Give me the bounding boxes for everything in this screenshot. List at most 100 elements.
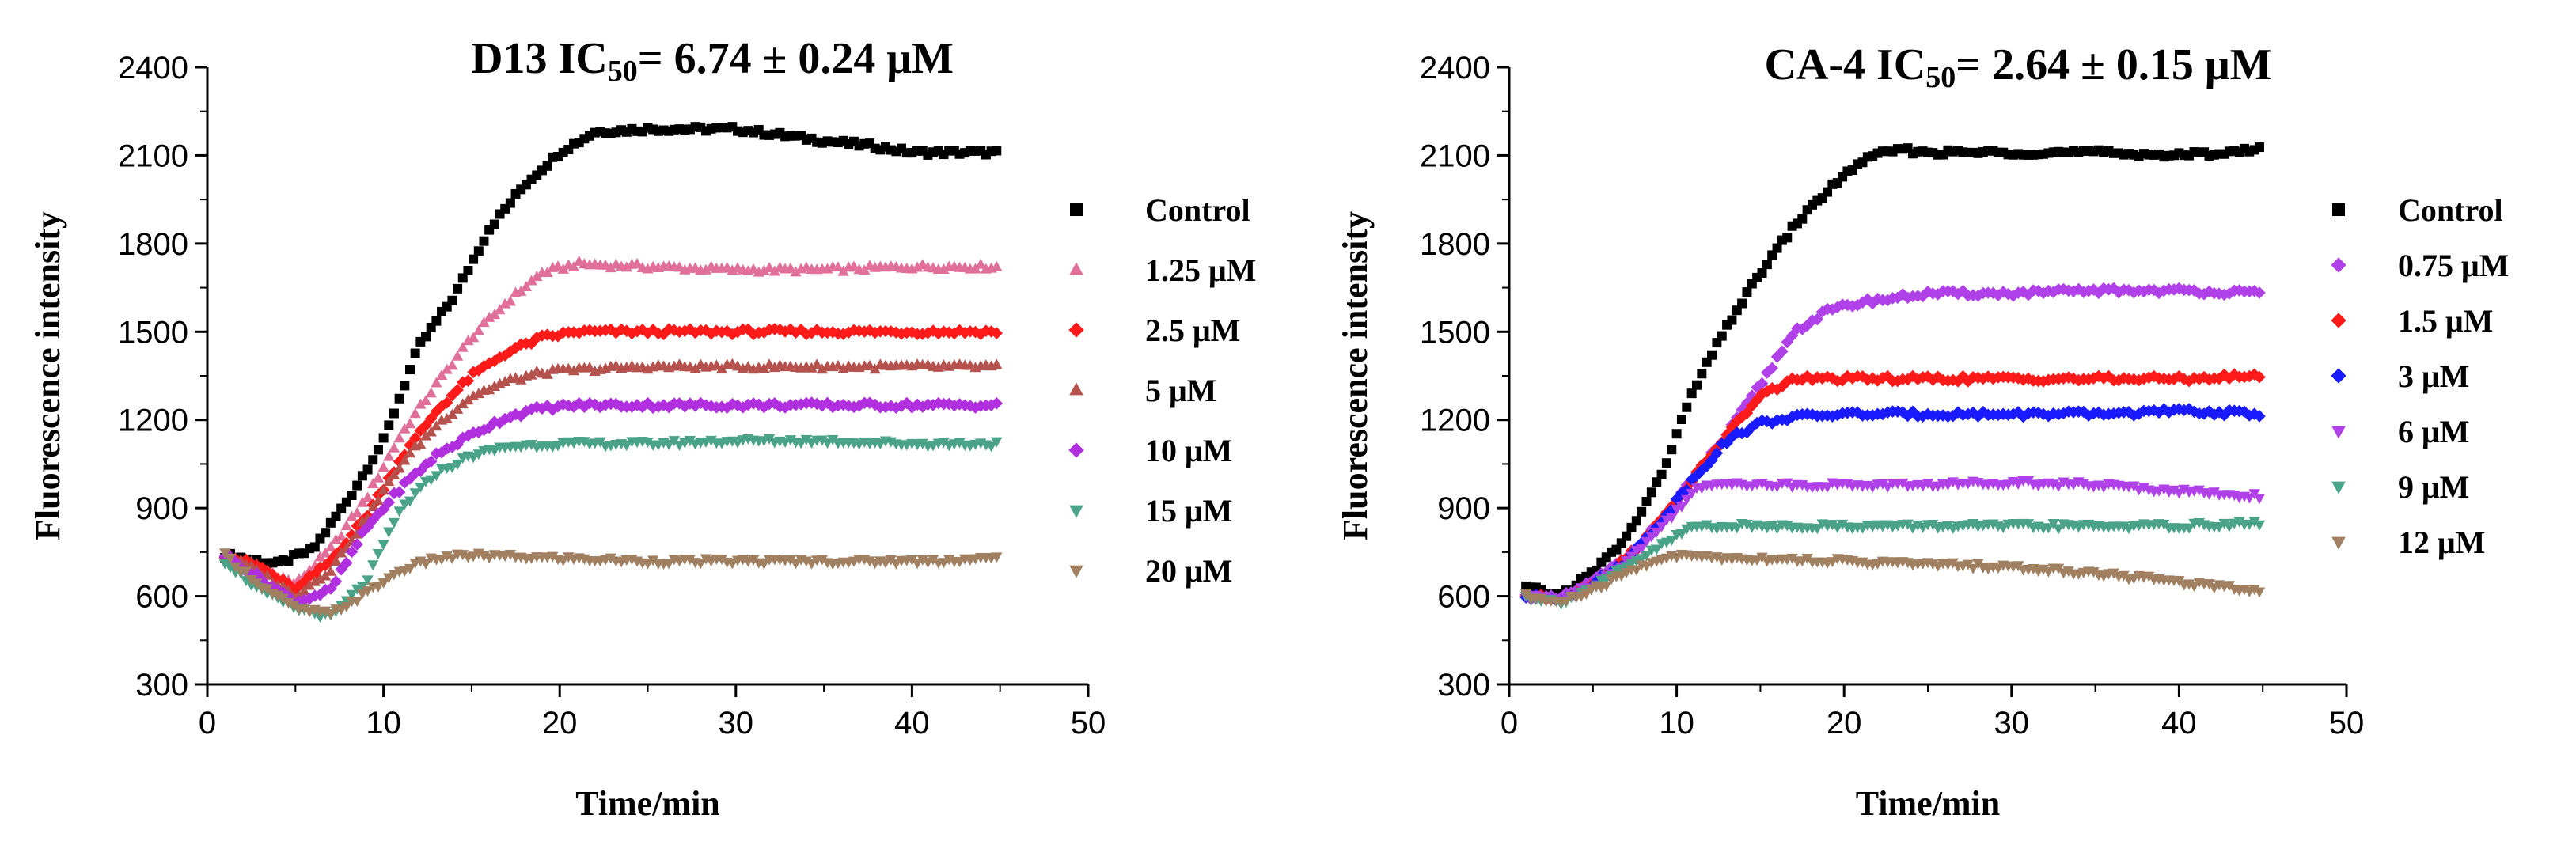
data-point bbox=[2183, 374, 2195, 388]
y-tick-label: 900 bbox=[1437, 491, 1490, 526]
data-point bbox=[336, 530, 347, 541]
data-point bbox=[520, 404, 533, 418]
data-point bbox=[1811, 313, 1824, 326]
data-point bbox=[784, 262, 796, 273]
y-tick-label: 2400 bbox=[1420, 51, 1490, 85]
data-point bbox=[1931, 370, 1944, 384]
data-point bbox=[1757, 268, 1767, 279]
data-point bbox=[531, 271, 543, 282]
x-tick-label: 10 bbox=[366, 706, 401, 741]
data-point bbox=[393, 462, 405, 473]
data-point bbox=[463, 265, 473, 275]
data-point bbox=[240, 566, 252, 578]
data-point bbox=[647, 555, 659, 566]
data-point bbox=[2253, 520, 2266, 531]
x-tick-label: 50 bbox=[1071, 706, 1106, 741]
data-point bbox=[1897, 478, 1909, 489]
data-point bbox=[1730, 415, 1743, 428]
data-point bbox=[377, 578, 389, 589]
data-point bbox=[2248, 517, 2260, 528]
data-point bbox=[313, 561, 327, 574]
legend-label: 5 μM bbox=[1145, 373, 1216, 408]
data-point bbox=[457, 550, 469, 561]
data-point bbox=[484, 311, 495, 322]
data-point bbox=[372, 472, 385, 483]
data-point bbox=[2202, 405, 2216, 418]
data-point bbox=[954, 438, 966, 449]
data-point bbox=[404, 365, 415, 375]
data-point bbox=[1686, 388, 1697, 399]
data-point bbox=[377, 484, 389, 495]
data-point bbox=[1982, 370, 1994, 383]
data-point bbox=[2198, 287, 2210, 301]
data-point bbox=[795, 323, 807, 336]
data-point bbox=[1702, 357, 1712, 367]
data-point bbox=[1631, 516, 1641, 526]
data-point bbox=[453, 283, 463, 294]
data-point bbox=[811, 358, 823, 369]
data-point bbox=[1841, 298, 1854, 312]
data-point bbox=[1946, 373, 1960, 387]
legend-marker bbox=[1070, 203, 1083, 216]
series-7 bbox=[1520, 550, 2266, 608]
data-point bbox=[1717, 331, 1727, 341]
data-point bbox=[1675, 502, 1688, 513]
series-4 bbox=[219, 358, 1003, 601]
legend-marker bbox=[2331, 536, 2346, 550]
data-point bbox=[324, 565, 336, 576]
data-point bbox=[435, 369, 448, 381]
legend-label: Control bbox=[1145, 192, 1250, 228]
data-point bbox=[2067, 285, 2080, 297]
data-point bbox=[298, 575, 311, 589]
data-point bbox=[488, 354, 501, 368]
data-point bbox=[1922, 479, 1934, 490]
data-point bbox=[2253, 370, 2266, 384]
data-point bbox=[2016, 286, 2030, 298]
data-point bbox=[1637, 506, 1647, 517]
data-point bbox=[467, 332, 480, 343]
data-point bbox=[662, 323, 676, 335]
data-point bbox=[1831, 301, 1844, 314]
data-point bbox=[488, 415, 501, 428]
data-point bbox=[583, 324, 596, 337]
data-point bbox=[567, 260, 580, 271]
data-point bbox=[1766, 381, 1779, 395]
data-point bbox=[362, 586, 374, 597]
data-point bbox=[472, 388, 484, 399]
legend-marker bbox=[2331, 368, 2346, 384]
data-point bbox=[1967, 563, 1979, 574]
data-point bbox=[2178, 484, 2190, 495]
data-point bbox=[1972, 559, 1984, 570]
data-point bbox=[1681, 494, 1693, 506]
data-point bbox=[1946, 285, 1960, 297]
data-point bbox=[493, 351, 506, 364]
data-point bbox=[1651, 544, 1663, 555]
data-point bbox=[1725, 421, 1739, 434]
data-point bbox=[2123, 405, 2135, 419]
data-point bbox=[2217, 368, 2231, 381]
data-point bbox=[911, 559, 924, 570]
data-point bbox=[1695, 464, 1709, 477]
data-point bbox=[620, 441, 632, 452]
data-point bbox=[419, 394, 432, 405]
data-point bbox=[800, 434, 812, 445]
data-point bbox=[404, 447, 416, 458]
data-point bbox=[992, 146, 1002, 156]
data-point bbox=[700, 263, 712, 275]
data-point bbox=[984, 399, 998, 411]
data-point bbox=[572, 396, 586, 410]
data-point bbox=[2128, 481, 2140, 492]
chart-title-subscript: 50 bbox=[608, 55, 638, 88]
data-point bbox=[1766, 362, 1779, 375]
data-point bbox=[1967, 519, 1979, 530]
data-point bbox=[2102, 369, 2115, 383]
data-point bbox=[2253, 286, 2266, 299]
data-point bbox=[457, 273, 468, 283]
data-point bbox=[489, 219, 499, 229]
data-point bbox=[715, 555, 728, 566]
data-point bbox=[378, 433, 389, 443]
legend-marker bbox=[2331, 426, 2346, 439]
data-point bbox=[827, 434, 839, 445]
data-point bbox=[415, 482, 427, 493]
